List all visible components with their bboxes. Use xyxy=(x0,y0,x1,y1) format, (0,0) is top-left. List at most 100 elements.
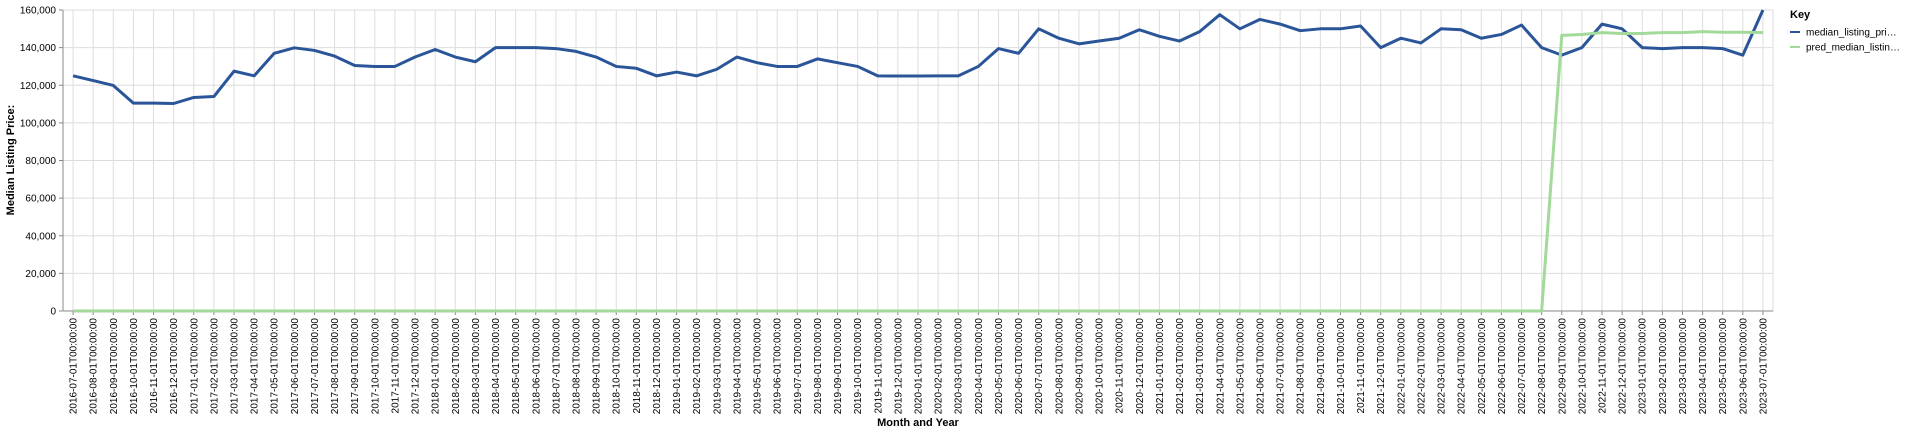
x-tick-label: 2016-09-01T00:00:00 xyxy=(109,318,120,415)
legend-label: median_listing_pri… xyxy=(1806,28,1897,39)
x-tick-label: 2018-12-01T00:00:00 xyxy=(652,318,663,415)
x-tick-label: 2020-12-01T00:00:00 xyxy=(1135,318,1146,415)
x-tick-label: 2021-01-01T00:00:00 xyxy=(1155,318,1166,415)
x-tick-label: 2018-11-01T00:00:00 xyxy=(632,318,643,414)
y-tick-label: 20,000 xyxy=(25,269,56,280)
x-tick-label: 2023-05-01T00:00:00 xyxy=(1718,318,1729,415)
x-tick-label: 2018-05-01T00:00:00 xyxy=(511,318,522,415)
x-tick-label: 2021-09-01T00:00:00 xyxy=(1316,318,1327,415)
x-tick-label: 2019-08-01T00:00:00 xyxy=(813,318,824,415)
x-tick-label: 2020-07-01T00:00:00 xyxy=(1034,318,1045,415)
x-tick-label: 2021-08-01T00:00:00 xyxy=(1296,318,1307,415)
legend-label: pred_median_listin… xyxy=(1806,43,1900,54)
x-tick-label: 2020-06-01T00:00:00 xyxy=(1014,318,1025,415)
x-tick-label: 2023-07-01T00:00:00 xyxy=(1758,318,1769,415)
x-tick-label: 2017-06-01T00:00:00 xyxy=(290,318,301,415)
y-tick-label: 100,000 xyxy=(20,118,57,129)
x-tick-label: 2022-08-01T00:00:00 xyxy=(1537,318,1548,415)
y-tick-label: 120,000 xyxy=(20,81,57,92)
y-tick-label: 60,000 xyxy=(25,194,56,205)
x-tick-label: 2016-08-01T00:00:00 xyxy=(89,318,100,415)
x-tick-label: 2018-02-01T00:00:00 xyxy=(451,318,462,415)
legend-title: Key xyxy=(1790,9,1811,21)
x-tick-label: 2021-05-01T00:00:00 xyxy=(1235,318,1246,415)
x-tick-label: 2022-10-01T00:00:00 xyxy=(1577,318,1588,415)
x-tick-label: 2020-08-01T00:00:00 xyxy=(1054,318,1065,415)
x-tick-label: 2019-06-01T00:00:00 xyxy=(773,318,784,415)
x-tick-label: 2023-04-01T00:00:00 xyxy=(1698,318,1709,415)
x-tick-label: 2021-03-01T00:00:00 xyxy=(1195,318,1206,415)
x-tick-label: 2020-10-01T00:00:00 xyxy=(1095,318,1106,415)
x-tick-label: 2018-08-01T00:00:00 xyxy=(572,318,583,415)
x-tick-label: 2020-03-01T00:00:00 xyxy=(954,318,965,415)
x-tick-label: 2020-09-01T00:00:00 xyxy=(1074,318,1085,415)
x-tick-label: 2018-10-01T00:00:00 xyxy=(612,318,623,415)
x-tick-label: 2018-09-01T00:00:00 xyxy=(592,318,603,415)
x-tick-label: 2018-07-01T00:00:00 xyxy=(551,318,562,415)
x-tick-label: 2022-11-01T00:00:00 xyxy=(1598,318,1609,414)
x-tick-label: 2018-03-01T00:00:00 xyxy=(471,318,482,415)
x-tick-label: 2020-04-01T00:00:00 xyxy=(974,318,985,415)
x-tick-label: 2022-01-01T00:00:00 xyxy=(1396,318,1407,415)
x-tick-label: 2019-02-01T00:00:00 xyxy=(692,318,703,415)
x-tick-label: 2020-01-01T00:00:00 xyxy=(914,318,925,415)
x-tick-label: 2017-04-01T00:00:00 xyxy=(250,318,261,415)
x-tick-label: 2019-05-01T00:00:00 xyxy=(753,318,764,415)
x-tick-label: 2019-07-01T00:00:00 xyxy=(793,318,804,415)
y-tick-label: 160,000 xyxy=(20,6,57,17)
x-tick-label: 2022-07-01T00:00:00 xyxy=(1517,318,1528,415)
x-tick-label: 2023-03-01T00:00:00 xyxy=(1678,318,1689,415)
x-tick-label: 2017-08-01T00:00:00 xyxy=(330,318,341,415)
x-tick-label: 2017-03-01T00:00:00 xyxy=(230,318,241,415)
x-tick-label: 2021-02-01T00:00:00 xyxy=(1175,318,1186,415)
x-tick-label: 2017-07-01T00:00:00 xyxy=(310,318,321,415)
x-tick-label: 2019-01-01T00:00:00 xyxy=(672,318,683,415)
x-tick-label: 2022-06-01T00:00:00 xyxy=(1497,318,1508,415)
x-tick-label: 2019-11-01T00:00:00 xyxy=(873,318,884,414)
x-tick-label: 2021-12-01T00:00:00 xyxy=(1376,318,1387,415)
x-tick-label: 2023-06-01T00:00:00 xyxy=(1738,318,1749,415)
y-tick-label: 40,000 xyxy=(25,231,56,242)
x-tick-label: 2017-01-01T00:00:00 xyxy=(189,318,200,415)
x-tick-label: 2019-09-01T00:00:00 xyxy=(833,318,844,415)
x-tick-label: 2020-02-01T00:00:00 xyxy=(934,318,945,415)
series-line xyxy=(72,9,1765,105)
x-tick-label: 2019-10-01T00:00:00 xyxy=(853,318,864,415)
x-tick-label: 2016-11-01T00:00:00 xyxy=(149,318,160,414)
x-tick-label: 2020-05-01T00:00:00 xyxy=(994,318,1005,415)
x-tick-label: 2022-03-01T00:00:00 xyxy=(1437,318,1448,415)
x-tick-label: 2016-07-01T00:00:00 xyxy=(69,318,80,415)
x-tick-label: 2016-10-01T00:00:00 xyxy=(129,318,140,415)
x-tick-label: 2022-12-01T00:00:00 xyxy=(1618,318,1629,415)
x-tick-label: 2022-09-01T00:00:00 xyxy=(1557,318,1568,415)
y-tick-label: 80,000 xyxy=(25,156,56,167)
y-axis-title: Median Listing Price: xyxy=(5,105,17,216)
x-tick-label: 2017-12-01T00:00:00 xyxy=(411,318,422,415)
x-tick-label: 2017-10-01T00:00:00 xyxy=(370,318,381,415)
y-tick-label: 140,000 xyxy=(20,43,57,54)
x-tick-label: 2017-11-01T00:00:00 xyxy=(390,318,401,414)
x-tick-label: 2019-12-01T00:00:00 xyxy=(893,318,904,415)
x-tick-label: 2021-04-01T00:00:00 xyxy=(1215,318,1226,415)
x-tick-label: 2017-05-01T00:00:00 xyxy=(270,318,281,415)
y-tick-label: 0 xyxy=(50,307,56,318)
x-tick-label: 2022-05-01T00:00:00 xyxy=(1477,318,1488,415)
x-tick-label: 2017-02-01T00:00:00 xyxy=(209,318,220,415)
x-tick-label: 2022-02-01T00:00:00 xyxy=(1416,318,1427,415)
x-tick-label: 2016-12-01T00:00:00 xyxy=(169,318,180,415)
x-tick-label: 2021-06-01T00:00:00 xyxy=(1256,318,1267,415)
x-tick-label: 2018-01-01T00:00:00 xyxy=(431,318,442,415)
x-tick-label: 2019-04-01T00:00:00 xyxy=(732,318,743,415)
x-tick-label: 2021-11-01T00:00:00 xyxy=(1356,318,1367,414)
series-line xyxy=(73,30,1763,313)
x-tick-label: 2022-04-01T00:00:00 xyxy=(1457,318,1468,415)
x-tick-label: 2017-09-01T00:00:00 xyxy=(350,318,361,415)
x-tick-label: 2021-10-01T00:00:00 xyxy=(1336,318,1347,415)
x-tick-label: 2020-11-01T00:00:00 xyxy=(1115,318,1126,414)
x-tick-label: 2021-07-01T00:00:00 xyxy=(1276,318,1287,415)
x-tick-label: 2023-02-01T00:00:00 xyxy=(1658,318,1669,415)
x-axis-title: Month and Year xyxy=(877,417,959,429)
x-tick-label: 2018-06-01T00:00:00 xyxy=(531,318,542,415)
